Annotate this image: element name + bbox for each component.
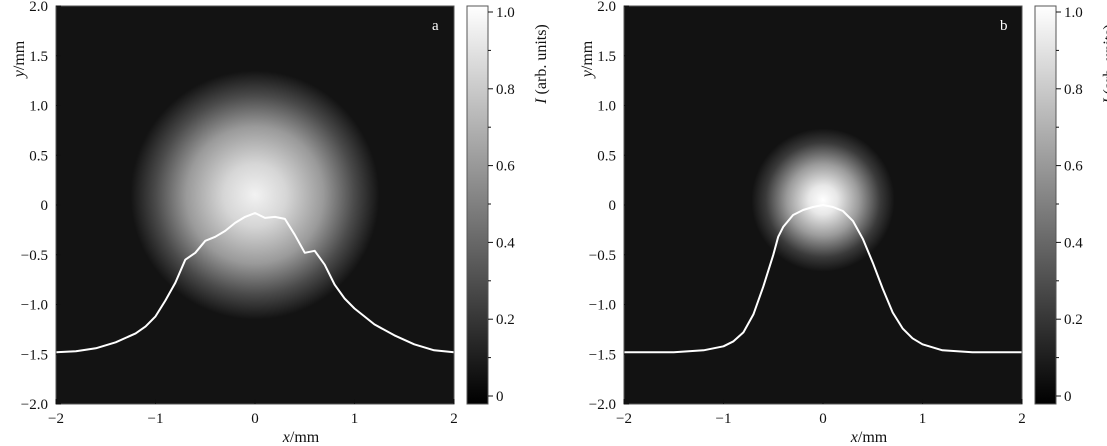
panel-b-colorbar-tick-label: 0.2: [1064, 312, 1083, 328]
panel-a-intensity-spot: [56, 6, 454, 404]
panel-b-x-tick-label: 2: [1018, 411, 1026, 427]
panel-a-y-tick-label: −1.0: [21, 298, 48, 314]
panel-a-colorbar-tick-label: 0: [496, 389, 504, 405]
panel-b-x-axis-label: x/mm: [850, 429, 888, 446]
panel-a-y-tick-label: −2.0: [21, 397, 48, 413]
panel-b-x-tick-label: 0: [819, 411, 827, 427]
panel-a-colorbar-tick-label: 0.4: [496, 235, 515, 251]
panel-b-x-tick-label: 1: [919, 411, 927, 427]
panel-a-colorbar-label: I (arb. units): [533, 24, 550, 105]
panel-a-y-tick-label: 0: [41, 198, 49, 214]
panel-b-x-tick-label: −2: [616, 411, 632, 427]
panel-b-panel-label: b: [1000, 18, 1008, 34]
panel-b-colorbar-tick-label: 1.0: [1064, 5, 1083, 21]
panel-a-colorbar: [466, 5, 489, 405]
panel-b-y-tick-label: −0.5: [589, 248, 616, 264]
panel-a-x-tick-label: 1: [351, 411, 359, 427]
panel-b: b −2 −1 0 1 2 2.0 1.5 1.0 0.5 0 −0.5 −1.0 −1.5 −2.0 x/m…: [579, 0, 1107, 446]
panel-a-y-axis-label: y/mm: [11, 40, 28, 79]
panel-b-y-tick-label: −1.0: [589, 298, 616, 314]
panel-a-x-tick-label: −1: [148, 411, 164, 427]
panel-b-colorbar-tick-label: 0.6: [1064, 159, 1083, 175]
panel-a-colorbar-tick-label: 0.6: [496, 159, 515, 175]
panel-a-profile-line: [55, 212, 455, 354]
panel-a-x-tick-label: −2: [48, 411, 64, 427]
panel-a-y-tick-label: 2.0: [29, 0, 48, 15]
panel-b-colorbar-tick-label: 0.4: [1064, 235, 1083, 251]
panel-a-y-tick-label: −0.5: [21, 248, 48, 264]
panel-a-x-axis-label: x/mm: [282, 429, 320, 446]
panel-b-profile-line: [624, 204, 1022, 354]
panel-a-colorbar-tick-label: 1.0: [496, 5, 515, 21]
panel-a-x-tick-label: 2: [450, 411, 458, 427]
panel-b-y-tick-label: 1.0: [597, 99, 616, 115]
panel-a-x-tick-label: 0: [251, 411, 259, 427]
panel-b-y-tick-label: 2.0: [597, 0, 616, 15]
panel-b-y-tick-label: 1.5: [597, 49, 616, 65]
panel-a: a −2 −1 0 1 2 2.0 1.5 1.0 0.5 0 −0.5 −1.0 −1.5 −2.0 x/m…: [11, 0, 550, 446]
panel-b-colorbar-tick-label: 0.8: [1064, 82, 1083, 98]
panel-b-colorbar: [1034, 5, 1057, 405]
panel-a-colorbar-tick-label: 0.2: [496, 312, 515, 328]
panel-a-y-tick-label: 1.0: [29, 99, 48, 115]
panel-a-panel-label: a: [432, 18, 439, 34]
panel-a-y-tick-label: 1.5: [29, 49, 48, 65]
panel-b-y-axis-label: y/mm: [579, 40, 596, 79]
panel-b-y-tick-label: 0: [609, 198, 617, 214]
panel-b-colorbar-label: I (arb. units): [1101, 24, 1107, 105]
panel-a-colorbar-tick-label: 0.8: [496, 82, 515, 98]
panel-a-y-tick-label: −1.5: [21, 347, 48, 363]
panel-a-y-tick-label: 0.5: [29, 148, 48, 164]
panel-b-y-tick-label: −2.0: [589, 397, 616, 413]
panel-b-x-tick-label: −1: [716, 411, 732, 427]
panel-b-y-tick-label: 0.5: [597, 148, 616, 164]
panel-b-colorbar-tick-label: 0: [1064, 389, 1072, 405]
panel-b-y-tick-label: −1.5: [589, 347, 616, 363]
